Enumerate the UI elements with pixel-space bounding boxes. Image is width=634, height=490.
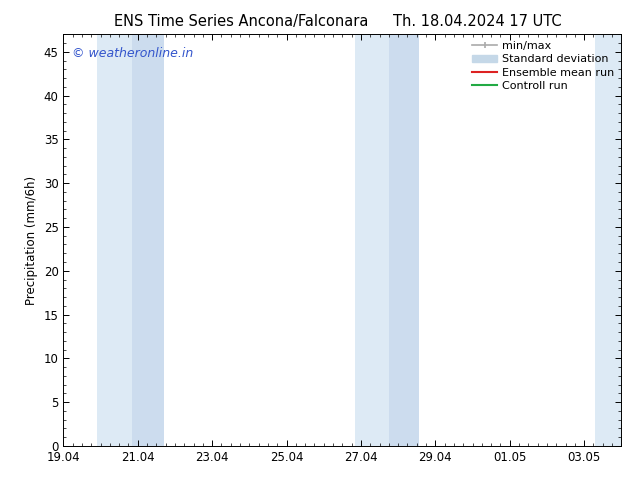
Text: © weatheronline.in: © weatheronline.in [72, 47, 193, 60]
Bar [389, 34, 418, 446]
Bar [595, 34, 621, 446]
Bar [97, 34, 133, 446]
Bar [133, 34, 164, 446]
Bar [356, 34, 389, 446]
Y-axis label: Precipitation (mm/6h): Precipitation (mm/6h) [25, 175, 38, 305]
Text: ENS Time Series Ancona/Falconara: ENS Time Series Ancona/Falconara [114, 14, 368, 29]
Legend: min/max, Standard deviation, Ensemble mean run, Controll run: min/max, Standard deviation, Ensemble me… [468, 37, 619, 96]
Text: Th. 18.04.2024 17 UTC: Th. 18.04.2024 17 UTC [393, 14, 562, 29]
